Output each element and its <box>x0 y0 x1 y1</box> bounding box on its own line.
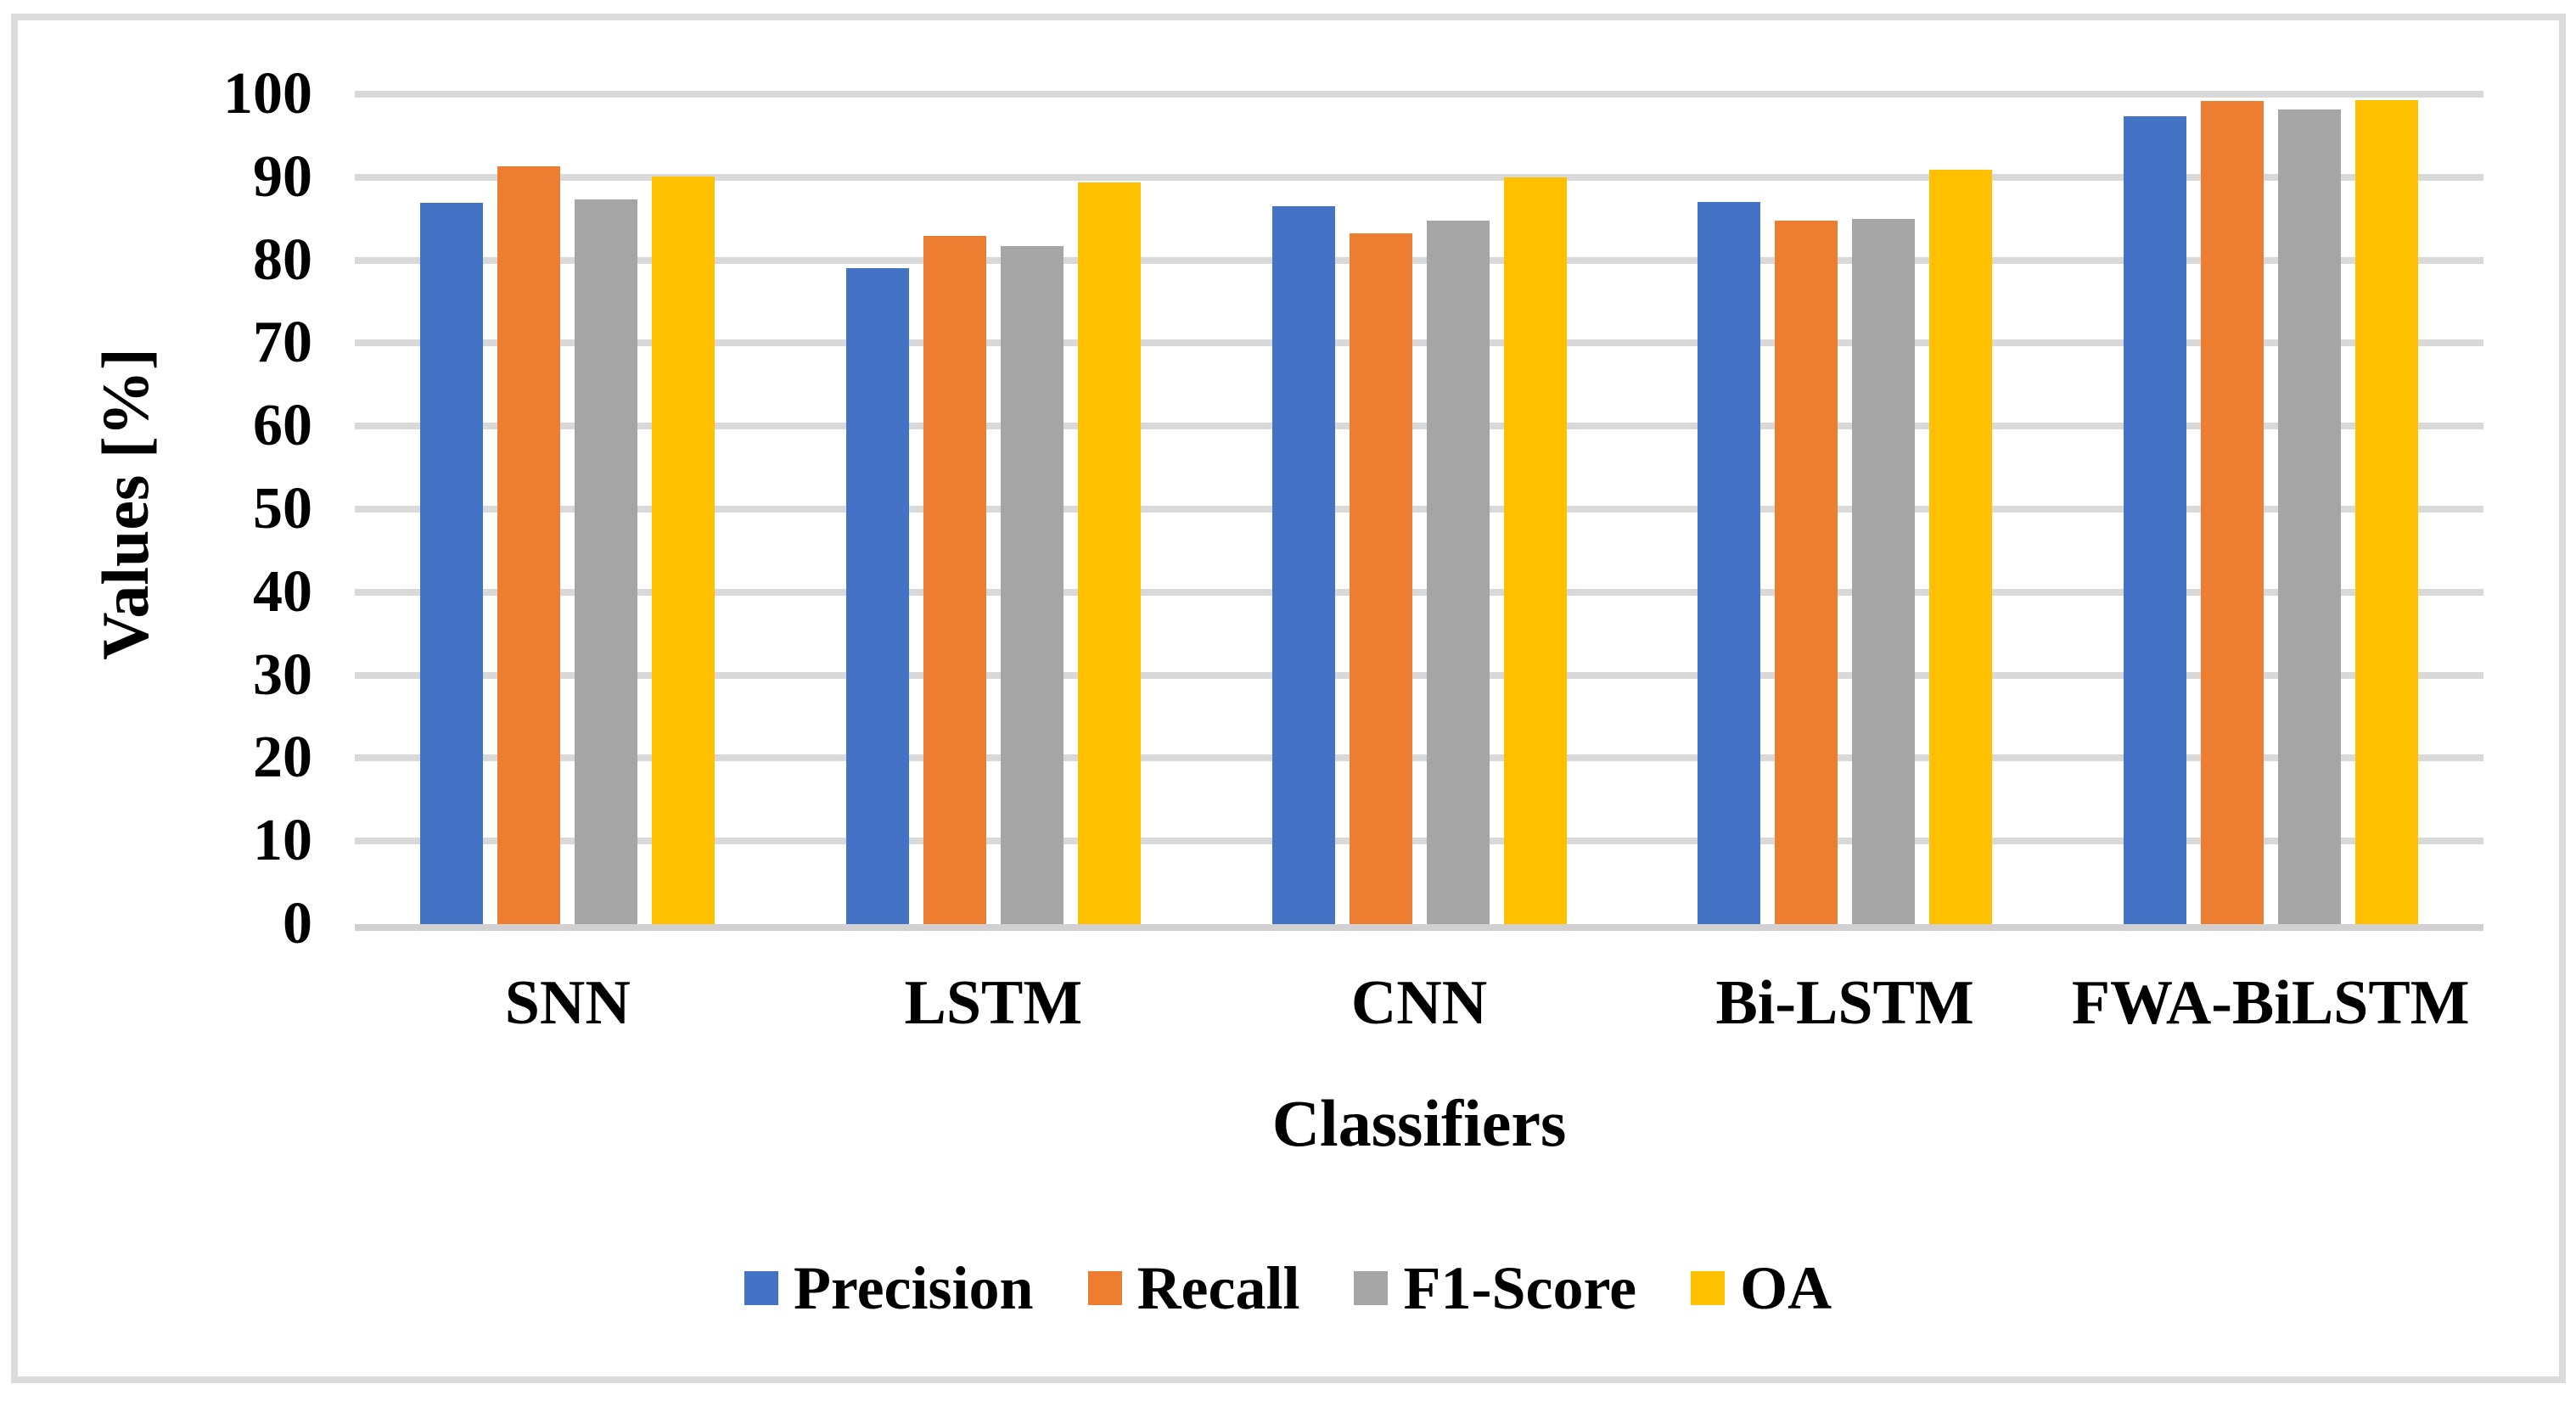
gridline-10 <box>355 838 2483 845</box>
bar-precision-bi-lstm <box>1698 202 1761 924</box>
legend-label-precision: Precision <box>793 1254 1034 1322</box>
legend: Precision Recall F1-Score OA <box>0 1256 2576 1320</box>
bar-oa-cnn <box>1503 177 1567 924</box>
gridline-70 <box>355 339 2483 347</box>
legend-item-precision: Precision <box>744 1256 1034 1320</box>
bar-group-CNN <box>1271 94 1567 924</box>
bar-recall-lstm <box>923 236 986 924</box>
legend-marker-precision <box>744 1271 778 1305</box>
x-axis-line <box>355 924 2483 931</box>
y-tick-label-0: 0 <box>283 891 312 956</box>
gridline-100 <box>355 91 2483 98</box>
bar-group-SNN <box>420 94 716 924</box>
bar-precision-snn <box>420 203 484 924</box>
gridline-40 <box>355 588 2483 596</box>
y-tick-label-10: 10 <box>253 808 312 874</box>
gridline-30 <box>355 671 2483 679</box>
y-tick-label-90: 90 <box>253 143 312 210</box>
bar-precision-fwa-bilstm <box>2123 116 2186 924</box>
y-tick-label-50: 50 <box>253 476 312 541</box>
legend-marker-oa <box>1691 1271 1726 1305</box>
bar-oa-snn <box>652 176 716 924</box>
bar-group-FWA-BiLSTM <box>2123 94 2418 924</box>
gridline-60 <box>355 423 2483 430</box>
gridline-90 <box>355 173 2483 181</box>
legend-marker-recall <box>1087 1271 1122 1305</box>
legend-item-f1-score: F1-Score <box>1354 1256 1636 1320</box>
y-tick-label-70: 70 <box>253 310 312 376</box>
bar-f1-score-lstm <box>1000 245 1064 924</box>
plot-area <box>355 91 2483 931</box>
y-tick-label-40: 40 <box>253 558 312 625</box>
bar-recall-fwa-bilstm <box>2200 100 2264 924</box>
bar-oa-fwa-bilstm <box>2354 99 2418 924</box>
gridline-50 <box>355 506 2483 513</box>
bar-oa-bi-lstm <box>1929 170 1993 924</box>
bar-group-LSTM <box>845 94 1141 924</box>
bar-precision-cnn <box>1271 206 1335 924</box>
bar-recall-bi-lstm <box>1775 220 1838 924</box>
bar-f1-score-snn <box>575 199 638 924</box>
x-tick-label-cnn: CNN <box>1350 968 1488 1038</box>
bar-group-Bi-LSTM <box>1698 94 1993 924</box>
y-tick-label-80: 80 <box>253 227 312 293</box>
bar-f1-score-fwa-bilstm <box>2277 109 2341 924</box>
legend-marker-f1-score <box>1354 1271 1389 1305</box>
bar-oa-lstm <box>1077 182 1141 924</box>
bar-recall-snn <box>497 166 561 924</box>
gridline-20 <box>355 754 2483 762</box>
bar-f1-score-cnn <box>1426 220 1490 924</box>
gridline-80 <box>355 256 2483 264</box>
x-axis-title: Classifiers <box>1271 1086 1567 1160</box>
legend-item-oa: OA <box>1691 1256 1832 1320</box>
y-tick-label-60: 60 <box>253 393 312 459</box>
legend-item-recall: Recall <box>1087 1254 1300 1322</box>
x-tick-label-fwa-bilstm: FWA-BiLSTM <box>2071 968 2470 1038</box>
legend-label-recall: Recall <box>1136 1254 1300 1322</box>
bar-precision-lstm <box>845 268 909 924</box>
y-tick-label-20: 20 <box>253 725 312 791</box>
y-tick-label-30: 30 <box>253 642 312 708</box>
x-tick-label-bi-lstm: Bi-LSTM <box>1715 968 1974 1038</box>
x-tick-label-snn: SNN <box>504 968 631 1038</box>
bar-f1-score-bi-lstm <box>1852 218 1916 924</box>
y-tick-label-100: 100 <box>223 61 312 126</box>
x-tick-label-lstm: LSTM <box>904 968 1083 1038</box>
legend-label-f1-score: F1-Score <box>1403 1254 1637 1322</box>
legend-label-oa: OA <box>1740 1254 1832 1322</box>
bar-recall-cnn <box>1349 233 1412 924</box>
